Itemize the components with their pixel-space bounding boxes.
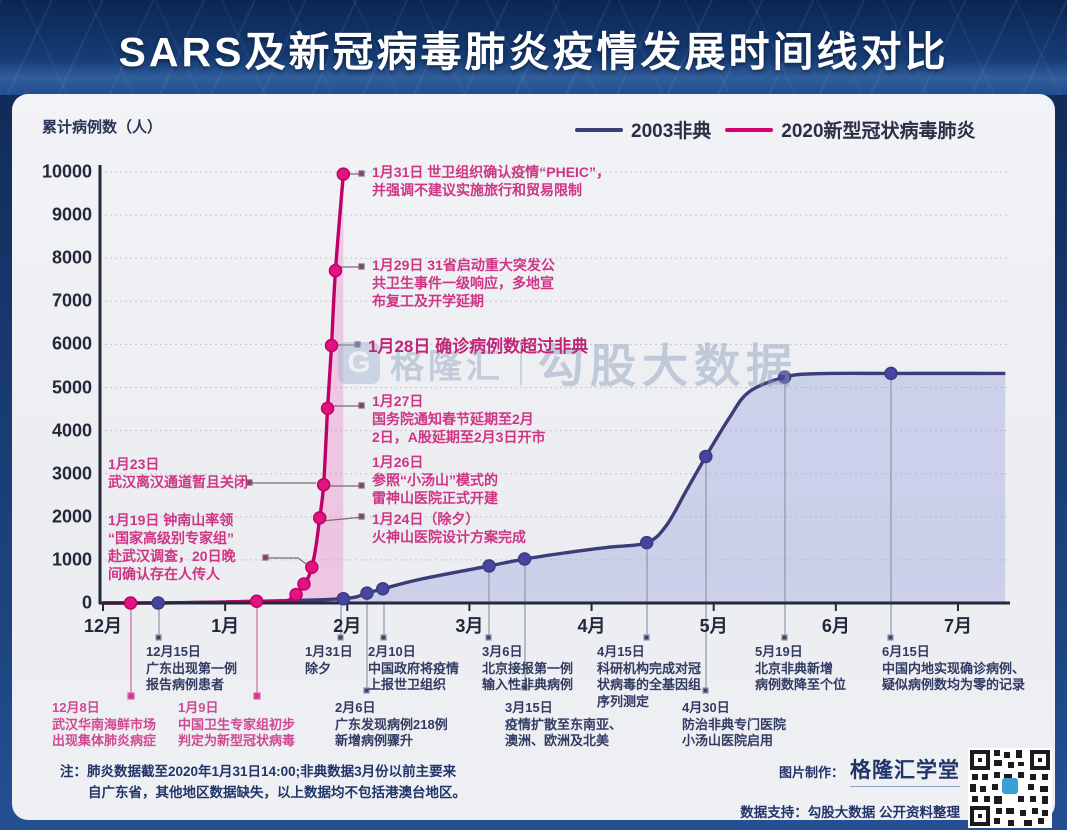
annotation-dec8-market: 12月8日 武汉华南海鲜市场 出现集体肺炎病症 <box>52 700 157 749</box>
annotation-jan26-leishenshan: 1月26日 参照“小汤山”模式的 雷神山医院正式开建 <box>372 454 498 506</box>
x-axis-label: 2月 <box>333 616 362 636</box>
x-axis-label: 3月 <box>455 616 484 636</box>
legend-label-covid: 2020新型冠状病毒肺炎 <box>781 121 976 142</box>
qr-center-logo-icon <box>1002 778 1018 794</box>
footnote: 注：肺炎数据截至2020年1月31日14:00;非典数据3月份以前主要来 自广东… <box>60 764 466 800</box>
annotation-mar6-sars-beijing: 3月6日 北京接报第一例 输入性非典病例 <box>482 644 574 693</box>
x-axis-label: 7月 <box>943 616 972 636</box>
annotation-feb6-sars-218: 2月6日 广东发现病例218例 新增病例骤升 <box>335 700 448 749</box>
annotation-mar15-sars-spread: 3月15日 疫情扩散至东南亚、 澳洲、欧洲及北美 <box>505 700 623 749</box>
watermark-divider <box>520 341 522 385</box>
y-axis-tick-label: 1000 <box>51 549 92 570</box>
x-axis-label: 4月 <box>577 616 606 636</box>
annotation-jan24-huoshenshan: 1月24日（除夕） 火神山医院设计方案完成 <box>372 511 526 545</box>
y-axis-tick-label: 10000 <box>41 161 92 182</box>
credit-maker-name: 格隆汇学堂 <box>850 754 960 787</box>
annotation-dec15-sars-first: 12月15日 广东出现第一例 报告病例患者 <box>146 644 238 693</box>
y-axis-tick-label: 3000 <box>51 463 92 484</box>
y-axis-tick-label: 4000 <box>51 420 92 441</box>
y-axis-title: 累计病例数（人） <box>42 119 163 136</box>
y-axis-tick-label: 8000 <box>51 247 92 268</box>
annotation-jan31-pheic: 1月31日 世卫组织确认疫情“PHEIC”， 并强调不建议实施旅行和贸易限制 <box>372 164 611 198</box>
watermark-left-text: 格隆汇 <box>390 347 504 386</box>
annotation-feb10-sars-who: 2月10日 中国政府将疫情 上报世卫组织 <box>368 644 460 693</box>
annotation-jan29-response: 1月29日 31省启动重大突发公 共卫生事件一级响应，多地宣 布复工及开学延期 <box>372 257 555 309</box>
annotation-apr15-sars-genome: 4月15日 科研机构完成对冠 状病毒的全基因组 序列测定 <box>597 644 702 709</box>
annotation-jan9-novel-virus: 1月9日 中国卫生专家组初步 判定为新型冠状病毒 <box>178 700 296 749</box>
watermark: G 格隆汇 勾股大数据 <box>338 330 798 396</box>
x-axis-label: 1月 <box>211 616 240 636</box>
legend-item-covid: 2020新型冠状病毒肺炎 <box>725 116 976 143</box>
credit-maker-label: 图片制作： <box>778 765 844 780</box>
x-axis-label: 12月 <box>83 616 123 636</box>
legend-item-sars: 2003非典 <box>575 116 711 143</box>
y-axis-tick-label: 2000 <box>51 506 92 527</box>
y-axis-tick-label: 6000 <box>51 333 92 354</box>
annotation-jan31-sars-cny: 1月31日 除夕 <box>305 644 353 676</box>
watermark-brand-text: 勾股大数据 <box>538 340 798 392</box>
annotation-may19-sars-single-digit: 5月19日 北京非典新增 病例数降至个位 <box>755 644 847 693</box>
annotation-jan19-zhongnanshan: 1月19日 钟南山率领 “国家高级别专家组” 赴武汉调查，20日晚 间确认存在人… <box>108 512 236 582</box>
qr-code <box>968 748 1052 828</box>
credit-data-support: 数据支持：勾股大数据 公开资料整理 <box>740 805 960 820</box>
gelonghui-logo-icon: G <box>338 342 380 384</box>
annotation-jan28-exceed: 1月28日 确诊病例数超过非典 <box>368 337 589 356</box>
legend-label-sars: 2003非典 <box>631 121 712 142</box>
y-axis-tick-label: 0 <box>81 592 92 613</box>
legend: 2003非典 2020新型冠状病毒肺炎 <box>575 116 976 143</box>
legend-swatch-sars <box>575 127 623 132</box>
annotation-jun15-sars-zero: 6月15日 中国内地实现确诊病例、 疑似病例数均为零的记录 <box>882 644 1026 693</box>
legend-swatch-covid <box>725 127 774 132</box>
annotation-jan27-holiday: 1月27日 国务院通知春节延期至2月 2日，A股延期至2月3日开市 <box>372 393 546 445</box>
annotation-jan23-lockdown: 1月23日 武汉离汉通道暂且关闭 <box>108 456 248 490</box>
y-axis-tick-label: 7000 <box>51 290 92 311</box>
credits: 图片制作： 格隆汇学堂 数据支持：勾股大数据 公开资料整理 <box>700 754 960 821</box>
annotation-apr30-xiaotangshan: 4月30日 防治非典专门医院 小汤山医院启用 <box>682 700 787 749</box>
x-axis-label: 6月 <box>821 616 850 636</box>
header-banner: SARS及新冠病毒肺炎疫情发展时间线对比 <box>0 0 1067 95</box>
y-axis-tick-label: 5000 <box>51 377 92 397</box>
page-title: SARS及新冠病毒肺炎疫情发展时间线对比 <box>118 29 949 75</box>
y-axis-tick-label: 9000 <box>51 204 92 225</box>
x-axis-label: 5月 <box>699 616 728 636</box>
